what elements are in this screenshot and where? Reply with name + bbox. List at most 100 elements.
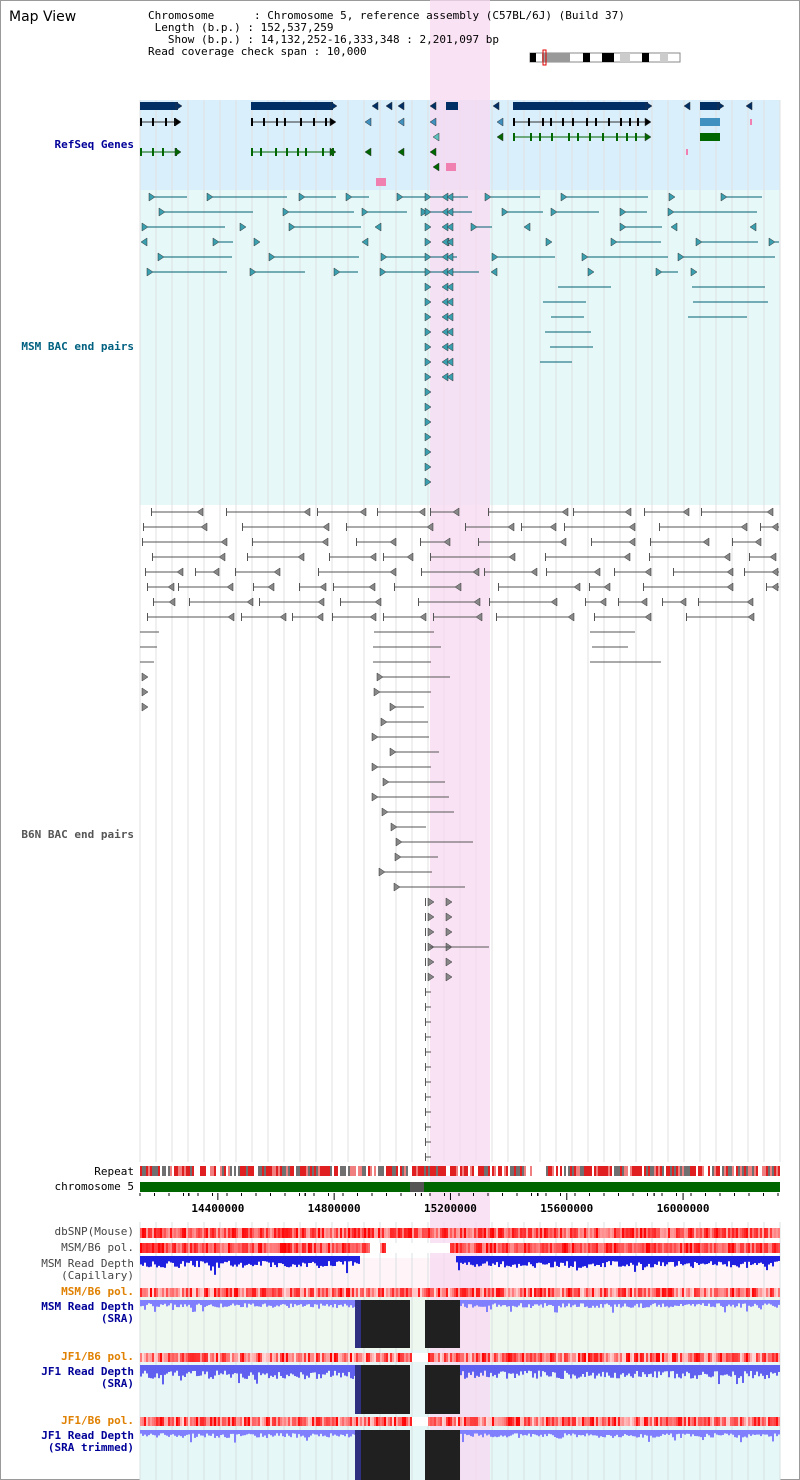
repeat-block: [632, 1166, 634, 1176]
msm-sra-depth-bar: [554, 1300, 556, 1313]
jf1-pol-strip: [218, 1353, 220, 1362]
msm-pol-strip: [208, 1243, 210, 1253]
gene-exon: [251, 148, 253, 156]
jf1-trim-depth-bar: [552, 1430, 554, 1436]
msm-pol-strip: [418, 1243, 420, 1253]
msm-sra-depth-bar: [612, 1300, 614, 1313]
jf1-pol2-strip: [342, 1417, 344, 1426]
jf1-pol-strip: [622, 1353, 624, 1362]
msm-pol2-strip: [500, 1288, 502, 1297]
track-label-dbsnp[interactable]: dbSNP(Mouse): [54, 1225, 134, 1238]
track-label-msm-depth-capillary[interactable]: MSM Read Depth: [41, 1257, 134, 1270]
dbsnp-strip: [368, 1228, 370, 1238]
dbsnp-strip: [666, 1228, 668, 1238]
repeat-block: [260, 1166, 262, 1176]
track-label-jf1-b6-pol[interactable]: JF1/B6 pol.: [61, 1350, 134, 1363]
repeat-block: [628, 1166, 630, 1176]
jf1-pol2-strip: [226, 1417, 228, 1426]
bac-end: [220, 537, 228, 547]
jf1-pol2-strip: [434, 1417, 436, 1426]
repeat-block: [142, 1166, 144, 1176]
bac-end: [766, 583, 767, 591]
bac-end: [148, 192, 156, 202]
track-label-msm-b6-pol-2[interactable]: MSM/B6 pol.: [61, 1285, 134, 1298]
dbsnp-strip: [296, 1228, 298, 1238]
repeat-block: [324, 1166, 326, 1176]
track-label-refseq[interactable]: RefSeq Genes: [54, 138, 134, 151]
msm-pol2-strip: [586, 1288, 588, 1297]
jf1-trim-depth-bar: [606, 1430, 608, 1435]
msm-sra-depth-bar: [494, 1300, 496, 1304]
dbsnp-strip: [278, 1228, 280, 1238]
msm-capillary-depth-bar: [306, 1256, 308, 1267]
msm-pol-strip: [318, 1243, 320, 1253]
gene-exon: [152, 148, 154, 156]
jf1-trim-depth-bar: [314, 1430, 316, 1435]
dbsnp-strip: [164, 1228, 166, 1238]
repeat-block: [346, 1166, 348, 1176]
jf1-sra-depth-bar: [540, 1365, 542, 1377]
dbsnp-strip: [302, 1228, 304, 1238]
track-label-jf1-b6-pol-2[interactable]: JF1/B6 pol.: [61, 1414, 134, 1427]
msm-pol2-strip: [518, 1288, 520, 1297]
track-label-msm-b6-pol[interactable]: MSM/B6 pol.: [61, 1241, 134, 1254]
repeat-block: [698, 1166, 700, 1176]
jf1-pol-strip: [188, 1353, 190, 1362]
repeat-block: [584, 1166, 586, 1176]
track-label-msm-bac[interactable]: MSM BAC end pairs: [21, 340, 134, 353]
jf1-trim-depth-bar: [662, 1430, 664, 1435]
track-label-b6n-bac[interactable]: B6N BAC end pairs: [21, 828, 134, 841]
jf1-sra-depth-bar: [294, 1365, 296, 1377]
jf1-pol2-strip: [580, 1417, 582, 1426]
msm-pol2-strip: [736, 1288, 738, 1297]
jf1-trim-depth-bar: [684, 1430, 686, 1435]
jf1-pol-strip: [592, 1353, 594, 1362]
track-label-msm-depth-sra[interactable]: MSM Read Depth: [41, 1300, 134, 1313]
jf1-pol2-strip: [466, 1417, 468, 1426]
jf1-pol2-strip: [528, 1417, 530, 1426]
bac-end: [662, 598, 663, 606]
dbsnp-strip: [390, 1228, 392, 1238]
track-label-jf1-depth-sra[interactable]: JF1 Read Depth: [41, 1365, 134, 1378]
repeat-block: [630, 1166, 632, 1176]
jf1-trim-depth-bar: [776, 1430, 778, 1437]
repeat-block: [198, 1166, 200, 1176]
repeat-block: [314, 1166, 316, 1176]
jf1-pol2-strip: [532, 1417, 534, 1426]
jf1-pol2-strip: [174, 1417, 176, 1426]
msm-pol-strip: [428, 1243, 430, 1253]
repeat-block: [508, 1166, 510, 1176]
jf1-sra-depth-bar: [574, 1365, 576, 1376]
jf1-sra-depth-bar: [348, 1365, 350, 1373]
jf1-pol2-strip: [768, 1417, 770, 1426]
msm-capillary-depth-bar: [282, 1256, 284, 1265]
msm-pol2-strip: [624, 1288, 626, 1297]
repeat-block: [414, 1166, 416, 1176]
jf1-pol-strip: [588, 1353, 590, 1362]
msm-pol-strip: [754, 1243, 756, 1253]
msm-capillary-depth-bar: [154, 1256, 156, 1265]
msm-sra-depth-bar: [672, 1300, 674, 1307]
msm-capillary-depth-bar: [314, 1256, 316, 1264]
msm-pol-strip: [768, 1243, 770, 1253]
bac-end: [594, 613, 595, 621]
msm-pol-strip: [506, 1243, 508, 1253]
jf1-pol2-strip: [368, 1417, 370, 1426]
msm-capillary-depth-bar: [614, 1256, 616, 1262]
msm-sra-depth-bar: [660, 1300, 662, 1308]
msm-capillary-depth-bar: [506, 1256, 508, 1266]
msm-sra-depth-bar: [164, 1300, 166, 1304]
track-label-jf1-depth-trimmed[interactable]: JF1 Read Depth: [41, 1429, 134, 1442]
msm-pol2-strip: [694, 1288, 696, 1297]
jf1-pol2-strip: [316, 1417, 318, 1426]
jf1-sra-depth-bar: [160, 1365, 162, 1376]
repeat-block: [772, 1166, 774, 1176]
jf1-pol-strip: [332, 1353, 334, 1362]
repeat-block: [680, 1166, 682, 1176]
jf1-pol-strip: [298, 1353, 300, 1362]
jf1-trim-depth-bar: [590, 1430, 592, 1435]
msm-pol-strip: [360, 1243, 362, 1253]
msm-pol-strip: [550, 1243, 552, 1253]
jf1-sra-depth-bar: [276, 1365, 278, 1379]
